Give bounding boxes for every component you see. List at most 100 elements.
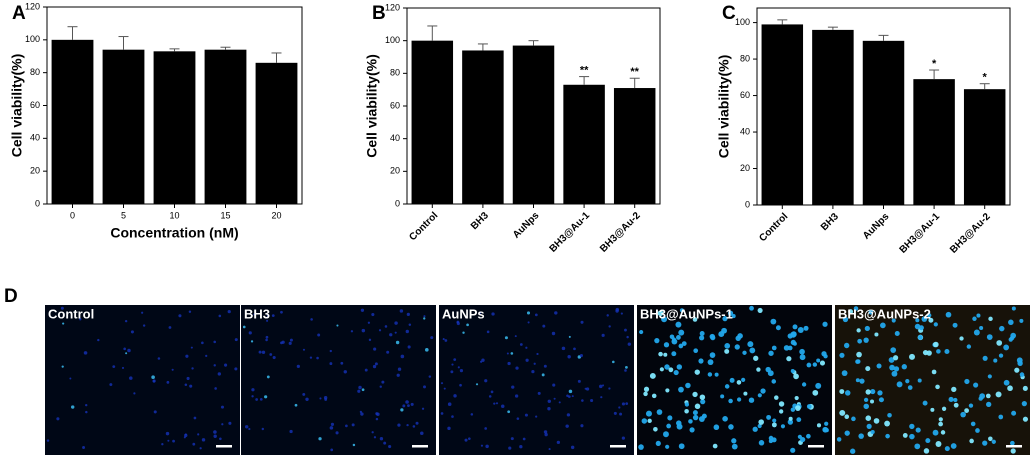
scale-bar (1006, 445, 1022, 448)
cell-nucleus (269, 353, 273, 356)
cell-nucleus (979, 393, 986, 399)
cell-nucleus (709, 333, 715, 340)
cell-nucleus (508, 446, 512, 450)
cell-nucleus (573, 347, 576, 351)
cell-nucleus (930, 407, 935, 412)
cell-nucleus (793, 373, 799, 380)
cell-nucleus (692, 414, 699, 421)
cell-nucleus (541, 373, 545, 377)
cell-nucleus (885, 433, 890, 439)
error-bar (427, 25, 438, 41)
cell-nucleus (543, 364, 547, 368)
cell-nucleus (443, 387, 446, 390)
x-axis-title: Concentration (nM) (110, 225, 238, 241)
cell-nucleus (423, 317, 426, 320)
cell-nucleus (408, 323, 412, 326)
cell-nucleus (969, 438, 974, 444)
cell-nucleus (440, 412, 444, 415)
cell-nucleus (693, 348, 699, 354)
bar (204, 49, 247, 204)
cell-nucleus (372, 364, 377, 369)
cell-nucleus (402, 404, 406, 408)
cell-nucleus (812, 362, 818, 367)
cell-nucleus (466, 323, 469, 327)
cell-nucleus (766, 414, 772, 420)
cell-nucleus (651, 393, 657, 399)
cell-nucleus (618, 406, 621, 409)
cell-nucleus (986, 401, 992, 408)
scale-bar (412, 445, 428, 448)
cell-nucleus (608, 387, 611, 390)
cell-nucleus (219, 437, 222, 441)
cell-nucleus (475, 383, 479, 386)
cell-nucleus (459, 369, 464, 373)
cell-nucleus (915, 318, 920, 323)
cell-nucleus (676, 335, 681, 340)
cell-nucleus (121, 366, 125, 370)
x-tick-label: 20 (271, 210, 281, 220)
cell-nucleus (747, 341, 754, 348)
cell-nucleus (197, 433, 200, 436)
cell-nucleus (571, 395, 574, 398)
cell-nucleus (988, 436, 993, 442)
micrograph (45, 305, 240, 455)
cell-nucleus (843, 342, 850, 349)
error-bar (477, 43, 488, 51)
cell-nucleus (201, 438, 206, 442)
cell-nucleus (806, 362, 812, 368)
cell-nucleus (386, 350, 390, 354)
cell-nucleus (948, 396, 954, 403)
cell-nucleus (406, 312, 410, 317)
cell-nucleus (874, 332, 879, 337)
cell-nucleus (801, 382, 807, 387)
cell-nucleus (643, 386, 650, 392)
error-bar (929, 69, 940, 80)
cell-nucleus (728, 398, 733, 404)
cell-nucleus (551, 331, 556, 336)
cell-nucleus (193, 416, 197, 420)
panel-label: C (722, 3, 736, 24)
cell-nucleus (678, 386, 684, 393)
cell-nucleus (888, 357, 895, 363)
cell-nucleus (526, 311, 531, 315)
cell-nucleus (964, 378, 970, 385)
cell-nucleus (191, 367, 194, 370)
significance-mark: ** (580, 65, 589, 77)
cell-nucleus (918, 325, 924, 331)
error-bar (169, 48, 180, 52)
cell-nucleus (688, 419, 693, 424)
cell-nucleus (152, 379, 156, 383)
cell-nucleus (799, 354, 806, 361)
cell-nucleus (626, 335, 629, 339)
cell-nucleus (552, 383, 556, 387)
cell-nucleus (167, 439, 170, 442)
cell-nucleus (525, 346, 528, 349)
bar (963, 89, 1006, 205)
cell-nucleus (645, 410, 652, 417)
cell-nucleus (692, 317, 698, 322)
cell-nucleus (217, 372, 222, 376)
cell-nucleus (266, 314, 269, 317)
cell-nucleus (824, 428, 829, 433)
cell-nucleus (83, 351, 88, 355)
y-tick-label: 120 (385, 2, 400, 12)
cell-nucleus (661, 316, 668, 323)
cell-nucleus (673, 370, 679, 376)
cell-nucleus (608, 325, 611, 328)
bar (462, 50, 504, 204)
error-bar (579, 76, 590, 85)
cell-nucleus (1007, 385, 1013, 392)
cell-nucleus (364, 368, 368, 372)
cell-nucleus (1019, 372, 1025, 377)
cell-nucleus (821, 351, 827, 357)
cell-nucleus (999, 325, 1005, 332)
y-tick-label: 100 (735, 17, 750, 27)
cell-nucleus (340, 361, 344, 365)
cell-nucleus (261, 427, 265, 431)
cell-nucleus (743, 391, 748, 396)
scale-bar (808, 445, 824, 448)
cell-nucleus (982, 440, 988, 446)
cell-nucleus (935, 441, 942, 447)
cell-nucleus (975, 428, 980, 433)
cell-nucleus (261, 350, 266, 354)
